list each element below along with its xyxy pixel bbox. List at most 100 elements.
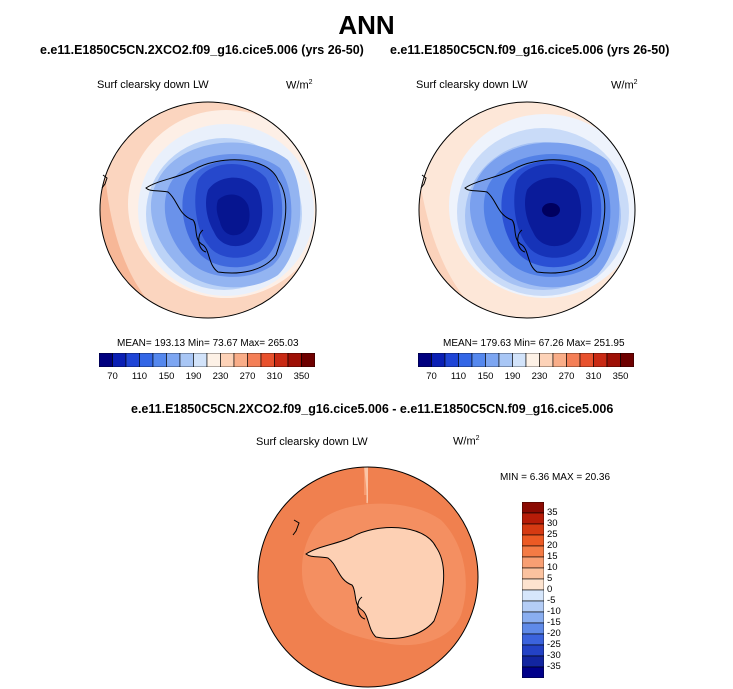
colorbar-swatch bbox=[522, 589, 544, 602]
colorbar-swatch bbox=[522, 502, 544, 514]
colorbar-tick-label: -30 bbox=[547, 650, 561, 661]
colorbar-swatch bbox=[566, 353, 581, 367]
colorbar-tick-label: 190 bbox=[185, 371, 202, 382]
colorbar-tick-label: 350 bbox=[293, 371, 310, 382]
colorbar-tick-label: 310 bbox=[585, 371, 602, 382]
colorbar-swatch bbox=[206, 353, 221, 367]
colorbar-swatch bbox=[522, 556, 544, 569]
colorbar-swatch bbox=[485, 353, 500, 367]
colorbar-swatch bbox=[431, 353, 446, 367]
colorbar-swatch bbox=[247, 353, 262, 367]
colorbar-tick-label: 10 bbox=[547, 562, 558, 573]
panel1-colorbar bbox=[99, 353, 315, 367]
colorbar-swatch bbox=[458, 353, 473, 367]
colorbar-swatch bbox=[522, 622, 544, 635]
colorbar-tick-label: 30 bbox=[547, 518, 558, 529]
colorbar-swatch bbox=[498, 353, 513, 367]
panel1-map bbox=[99, 101, 317, 319]
colorbar-tick-label: 150 bbox=[158, 371, 175, 382]
colorbar-tick-label: 25 bbox=[547, 529, 558, 540]
colorbar-swatch bbox=[233, 353, 248, 367]
colorbar-tick-label: 35 bbox=[547, 507, 558, 518]
colorbar-swatch bbox=[522, 600, 544, 613]
colorbar-tick-label: 150 bbox=[477, 371, 494, 382]
panel3-map bbox=[257, 466, 479, 688]
colorbar-tick-label: 70 bbox=[107, 371, 118, 382]
colorbar-swatch bbox=[99, 353, 113, 367]
panel1-units-label: W/m2 bbox=[286, 79, 313, 92]
colorbar-tick-label: -15 bbox=[547, 617, 561, 628]
colorbar-swatch bbox=[593, 353, 608, 367]
colorbar-swatch bbox=[260, 353, 275, 367]
colorbar-tick-label: 110 bbox=[131, 371, 148, 382]
colorbar-tick-label: 5 bbox=[547, 573, 553, 584]
panel1-stats: MEAN= 193.13 Min= 73.67 Max= 265.03 bbox=[117, 338, 299, 349]
panel2-map bbox=[418, 101, 636, 319]
colorbar-swatch bbox=[152, 353, 167, 367]
colorbar-swatch bbox=[522, 567, 544, 580]
panel2-colorbar-ticks: 70 110 150 190 230 270 310 350 bbox=[418, 371, 634, 383]
panel1-colorbar-ticks: 70 110 150 190 230 270 310 350 bbox=[99, 371, 315, 383]
panel2-units-label: W/m2 bbox=[611, 79, 638, 92]
colorbar-swatch bbox=[552, 353, 567, 367]
panel3-stats: MIN = 6.36 MAX = 20.36 bbox=[500, 472, 611, 483]
panel2-stats: MEAN= 179.63 Min= 67.26 Max= 251.95 bbox=[443, 338, 625, 349]
colorbar-tick-label: 70 bbox=[426, 371, 437, 382]
colorbar-tick-label: 20 bbox=[547, 540, 558, 551]
colorbar-swatch bbox=[522, 655, 544, 668]
colorbar-swatch bbox=[522, 578, 544, 591]
colorbar-tick-label: -20 bbox=[547, 628, 561, 639]
panel2-colorbar bbox=[418, 353, 634, 367]
colorbar-swatch bbox=[539, 353, 554, 367]
colorbar-swatch bbox=[179, 353, 194, 367]
colorbar-swatch bbox=[139, 353, 154, 367]
colorbar-swatch bbox=[418, 353, 432, 367]
colorbar-swatch bbox=[287, 353, 302, 367]
colorbar-swatch bbox=[522, 666, 544, 678]
colorbar-swatch bbox=[112, 353, 127, 367]
colorbar-swatch bbox=[166, 353, 181, 367]
colorbar-swatch bbox=[193, 353, 208, 367]
panel1-variable-label: Surf clearsky down LW bbox=[97, 79, 209, 91]
colorbar-tick-label: 270 bbox=[558, 371, 575, 382]
colorbar-tick-label: -35 bbox=[547, 661, 561, 672]
colorbar-swatch bbox=[301, 353, 315, 367]
panel3-case-title: e.e11.E1850C5CN.2XCO2.f09_g16.cice5.006 … bbox=[131, 402, 614, 416]
colorbar-tick-label: 15 bbox=[547, 551, 558, 562]
colorbar-swatch bbox=[274, 353, 289, 367]
colorbar-tick-label: 230 bbox=[212, 371, 229, 382]
colorbar-swatch bbox=[522, 644, 544, 657]
colorbar-tick-label: 190 bbox=[504, 371, 521, 382]
colorbar-tick-label: -10 bbox=[547, 606, 561, 617]
colorbar-tick-label: 350 bbox=[612, 371, 629, 382]
colorbar-swatch bbox=[220, 353, 235, 367]
panel3-colorbar bbox=[522, 502, 544, 678]
colorbar-swatch bbox=[522, 534, 544, 547]
colorbar-swatch bbox=[444, 353, 459, 367]
colorbar-swatch bbox=[522, 633, 544, 646]
panel3-units-label: W/m2 bbox=[453, 435, 480, 448]
colorbar-tick-label: 270 bbox=[239, 371, 256, 382]
colorbar-swatch bbox=[522, 512, 544, 525]
colorbar-tick-label: 110 bbox=[450, 371, 467, 382]
colorbar-swatch bbox=[579, 353, 594, 367]
colorbar-swatch bbox=[512, 353, 527, 367]
colorbar-tick-label: -5 bbox=[547, 595, 556, 606]
colorbar-swatch bbox=[606, 353, 621, 367]
panel3-variable-label: Surf clearsky down LW bbox=[256, 436, 368, 448]
panel1-case-title: e.e11.E1850C5CN.2XCO2.f09_g16.cice5.006 … bbox=[40, 43, 364, 57]
panel2-variable-label: Surf clearsky down LW bbox=[416, 79, 528, 91]
colorbar-tick-label: 0 bbox=[547, 584, 553, 595]
colorbar-swatch bbox=[125, 353, 140, 367]
colorbar-tick-label: -25 bbox=[547, 639, 561, 650]
colorbar-swatch bbox=[620, 353, 634, 367]
colorbar-swatch bbox=[522, 523, 544, 536]
colorbar-swatch bbox=[522, 611, 544, 624]
colorbar-swatch bbox=[471, 353, 486, 367]
panel2-case-title: e.e11.E1850C5CN.f09_g16.cice5.006 (yrs 2… bbox=[390, 43, 670, 57]
colorbar-swatch bbox=[525, 353, 540, 367]
colorbar-tick-label: 310 bbox=[266, 371, 283, 382]
panel3-colorbar-ticks: 35 30 25 20 15 10 5 0 -5 -10 -15 -20 -25 -30 -35 bbox=[547, 502, 587, 678]
colorbar-tick-label: 230 bbox=[531, 371, 548, 382]
figure-title: ANN bbox=[338, 10, 395, 40]
